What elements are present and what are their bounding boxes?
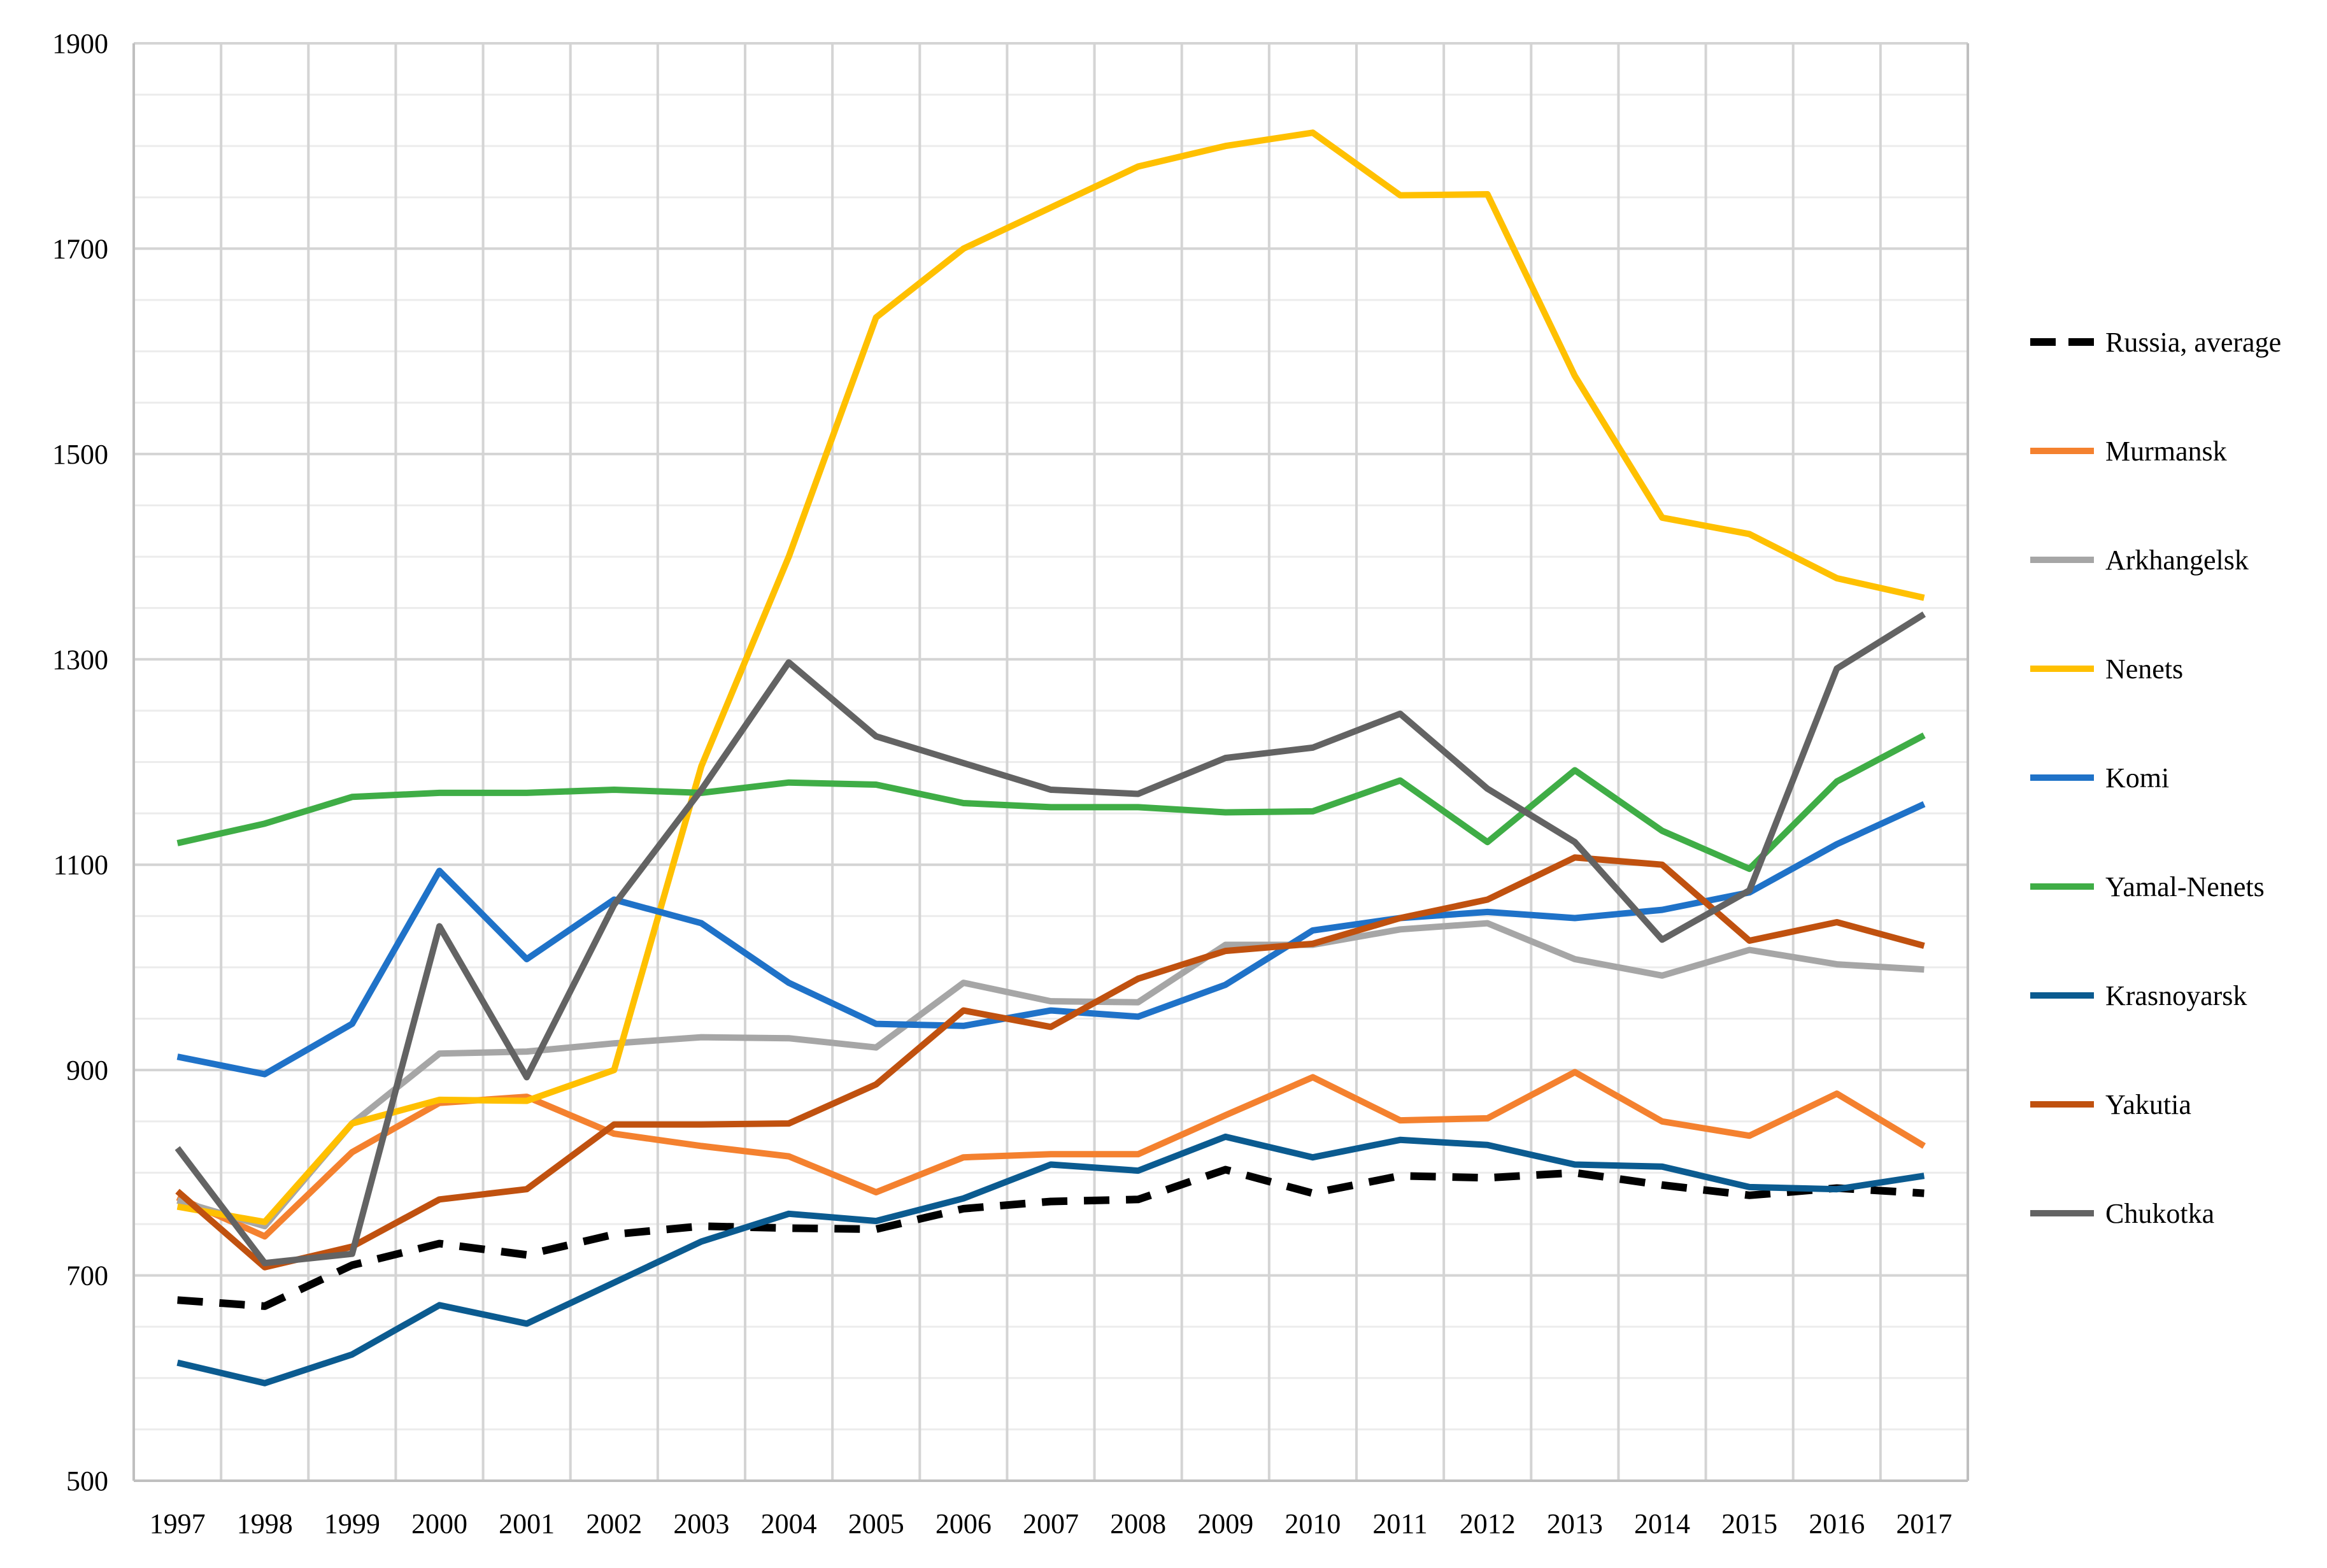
x-tick-label: 2014 bbox=[1634, 1508, 1690, 1539]
x-tick-label: 2005 bbox=[848, 1508, 904, 1539]
x-tick-label: 2015 bbox=[1721, 1508, 1777, 1539]
legend-item-yamal-nenets: Yamal-Nenets bbox=[2030, 871, 2265, 902]
x-tick-label: 2013 bbox=[1547, 1508, 1603, 1539]
x-tick-label: 2012 bbox=[1460, 1508, 1516, 1539]
series-line-russia-average bbox=[177, 1165, 1925, 1310]
x-tick-label: 2008 bbox=[1110, 1508, 1166, 1539]
legend-item-russia-average: Russia, average bbox=[2030, 327, 2281, 358]
axes bbox=[132, 43, 1969, 1482]
legend-item-komi: Komi bbox=[2030, 762, 2169, 794]
x-tick-label: 2006 bbox=[936, 1508, 992, 1539]
x-tick-label: 1999 bbox=[324, 1508, 380, 1539]
x-tick-label: 2000 bbox=[411, 1508, 467, 1539]
series-line-arkhangelsk bbox=[176, 920, 1925, 1230]
legend-label: Murmansk bbox=[2105, 436, 2227, 467]
x-tick-label: 2011 bbox=[1372, 1508, 1427, 1539]
legend-item-arkhangelsk: Arkhangelsk bbox=[2030, 545, 2249, 576]
x-tick-label: 2016 bbox=[1809, 1508, 1865, 1539]
x-tick-label: 2017 bbox=[1896, 1508, 1952, 1539]
y-tick-label: 1500 bbox=[52, 439, 108, 470]
x-tick-label: 2002 bbox=[586, 1508, 642, 1539]
x-axis-ticks: 1997 1998 1999 2000 2001 2002 2003 2004 2005 2006… bbox=[150, 1508, 1953, 1539]
x-tick-label: 2007 bbox=[1023, 1508, 1079, 1539]
legend-label: Yamal-Nenets bbox=[2105, 871, 2265, 902]
legend-label: Krasnoyarsk bbox=[2105, 980, 2247, 1011]
x-tick-label: 1998 bbox=[237, 1508, 293, 1539]
y-tick-label: 900 bbox=[66, 1055, 108, 1086]
series-line-yakutia bbox=[175, 854, 1925, 1271]
series-group bbox=[174, 129, 1926, 1386]
series-line-krasnoyarsk bbox=[176, 1133, 1925, 1386]
legend-item-murmansk: Murmansk bbox=[2030, 436, 2227, 467]
legend-item-nenets: Nenets bbox=[2030, 653, 2183, 685]
x-tick-label: 2003 bbox=[673, 1508, 729, 1539]
grid bbox=[134, 42, 1968, 1481]
legend-label: Russia, average bbox=[2105, 327, 2281, 358]
legend-item-yakutia: Yakutia bbox=[2030, 1089, 2191, 1120]
y-tick-label: 1700 bbox=[52, 233, 108, 264]
series-line-nenets bbox=[176, 129, 1925, 1225]
y-tick-label: 1100 bbox=[53, 850, 108, 881]
x-tick-label: 1997 bbox=[150, 1508, 206, 1539]
legend-label: Komi bbox=[2105, 762, 2169, 794]
legend-label: Arkhangelsk bbox=[2105, 545, 2249, 576]
y-tick-label: 700 bbox=[66, 1260, 108, 1292]
legend: Russia, average Murmansk Arkhangelsk Nenets… bbox=[2030, 327, 2281, 1229]
y-tick-label: 1300 bbox=[52, 644, 108, 675]
legend-label: Yakutia bbox=[2105, 1089, 2191, 1120]
legend-item-chukotka: Chukotka bbox=[2030, 1198, 2214, 1229]
series-line-chukotka bbox=[174, 611, 1926, 1267]
x-tick-label: 2004 bbox=[761, 1508, 817, 1539]
x-tick-label: 2010 bbox=[1284, 1508, 1341, 1539]
series-line-komi bbox=[176, 801, 1926, 1078]
x-tick-label: 2001 bbox=[499, 1508, 555, 1539]
series-line-yamal-nenets bbox=[176, 732, 1926, 873]
legend-label: Chukotka bbox=[2105, 1198, 2214, 1229]
y-tick-label: 500 bbox=[66, 1465, 108, 1497]
y-axis-ticks: 1900 1700 1500 1300 1100 900 700 500 bbox=[52, 28, 108, 1497]
y-tick-label: 1900 bbox=[52, 28, 108, 59]
legend-label: Nenets bbox=[2105, 653, 2183, 685]
x-tick-label: 2009 bbox=[1197, 1508, 1253, 1539]
legend-item-krasnoyarsk: Krasnoyarsk bbox=[2030, 980, 2247, 1011]
